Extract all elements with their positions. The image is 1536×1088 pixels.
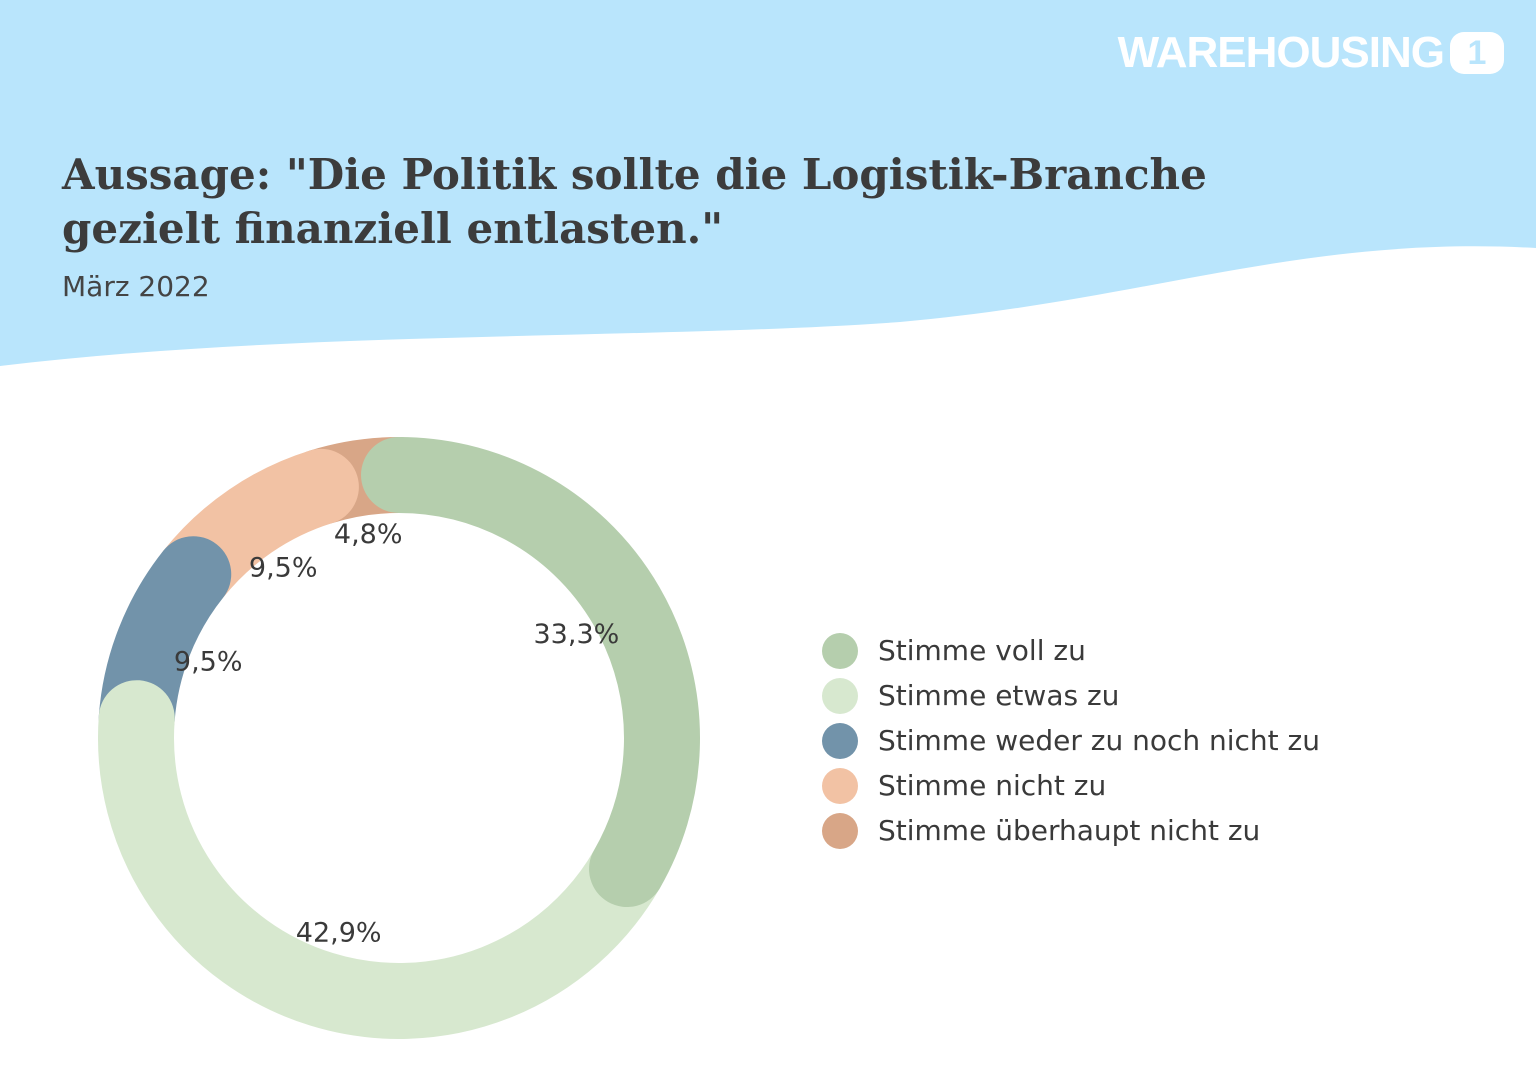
legend-label: Stimme voll zu — [878, 634, 1086, 667]
chart-legend: Stimme voll zu Stimme etwas zu Stimme wede… — [822, 628, 1320, 853]
donut-slice — [98, 680, 666, 1039]
legend-swatch — [822, 722, 858, 759]
legend-swatch — [822, 632, 858, 669]
chart-subtitle: März 2022 — [62, 270, 210, 303]
chart-title: Aussage: "Die Politik sollte die Logisti… — [62, 150, 1207, 253]
slice-label: 4,8% — [334, 519, 403, 550]
donut-slice — [361, 437, 700, 908]
legend-item: Stimme nicht zu — [822, 763, 1320, 808]
legend-item: Stimme weder zu noch nicht zu — [822, 718, 1320, 763]
warehousing-logo: WAREHOUSING 1 — [1118, 28, 1504, 78]
slice-label: 9,5% — [249, 552, 318, 583]
legend-item: Stimme etwas zu — [822, 673, 1320, 718]
legend-label: Stimme weder zu noch nicht zu — [878, 724, 1320, 757]
legend-label: Stimme nicht zu — [878, 769, 1107, 802]
legend-item: Stimme überhaupt nicht zu — [822, 808, 1320, 853]
logo-text: WAREHOUSING — [1117, 28, 1445, 77]
logo-badge: 1 — [1450, 32, 1504, 74]
slice-label: 42,9% — [296, 917, 382, 948]
slice-label: 33,3% — [534, 619, 620, 650]
legend-label: Stimme überhaupt nicht zu — [878, 814, 1261, 847]
legend-item: Stimme voll zu — [822, 628, 1320, 673]
legend-swatch — [822, 677, 858, 714]
legend-swatch — [822, 767, 858, 804]
legend-swatch — [822, 812, 858, 849]
slice-label: 9,5% — [174, 647, 243, 678]
legend-label: Stimme etwas zu — [878, 679, 1120, 712]
